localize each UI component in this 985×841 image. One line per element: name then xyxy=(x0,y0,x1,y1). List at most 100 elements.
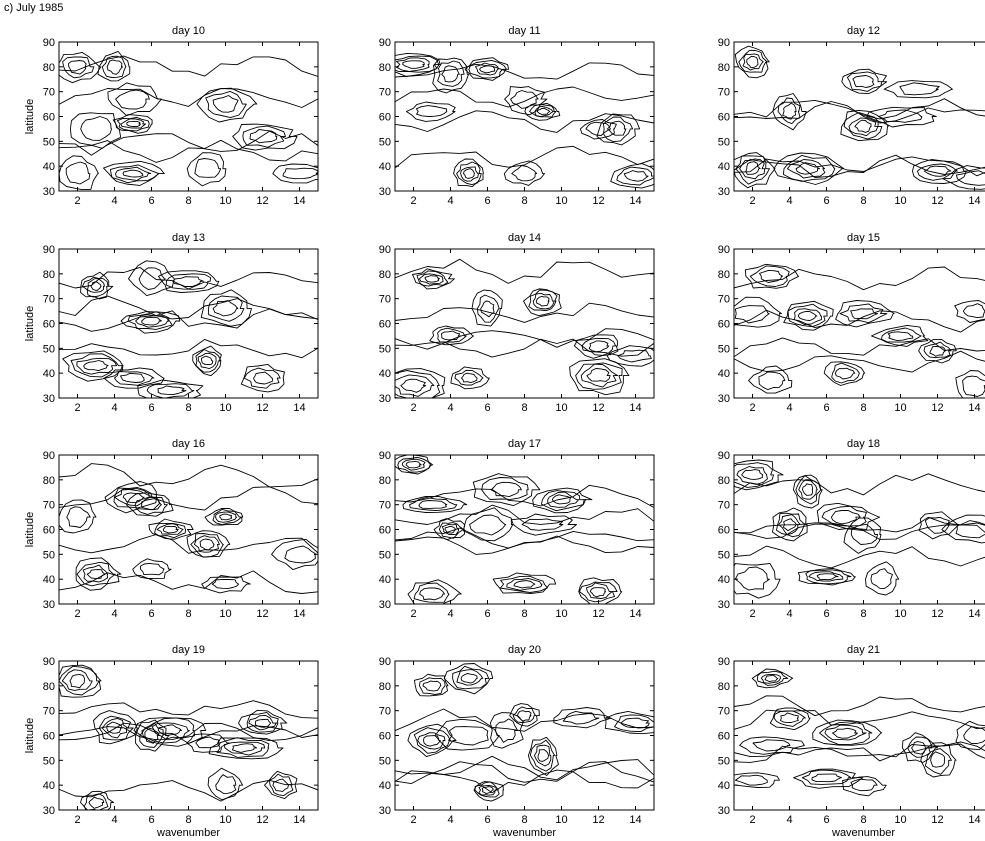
contour-line xyxy=(963,726,985,745)
x-tick-label: 14 xyxy=(968,402,980,414)
contour-line xyxy=(471,289,503,327)
contour-line xyxy=(126,120,141,127)
contour-line xyxy=(506,577,543,591)
contour-line xyxy=(616,166,654,186)
x-tick-label: 14 xyxy=(968,195,980,207)
x-tick-label: 14 xyxy=(968,608,980,620)
contour-line xyxy=(783,300,834,331)
contour-line xyxy=(580,363,619,388)
x-tick-label: 2 xyxy=(74,402,80,414)
contour-line xyxy=(212,508,242,526)
contour-line xyxy=(551,494,571,505)
contour-line xyxy=(819,721,873,745)
contour-line xyxy=(841,68,888,95)
contour-line xyxy=(734,337,985,358)
contour-line xyxy=(132,558,172,579)
contour-line xyxy=(865,561,900,596)
contour-line xyxy=(395,504,654,525)
y-tick-label: 80 xyxy=(718,681,730,693)
contour-line xyxy=(456,161,482,186)
contour-line xyxy=(887,331,914,342)
contour-line xyxy=(744,263,800,289)
x-tick-label: 14 xyxy=(629,608,641,620)
y-tick-label: 80 xyxy=(379,62,391,74)
contour-line xyxy=(249,129,278,144)
contour-line xyxy=(409,497,458,512)
contour-line xyxy=(411,268,455,290)
contour-line xyxy=(395,708,654,732)
contour-line xyxy=(271,538,318,571)
contour-line xyxy=(734,774,768,786)
contour-line xyxy=(821,505,867,527)
contour-line xyxy=(749,265,790,287)
y-tick-label: 70 xyxy=(718,87,730,99)
x-tick-label: 12 xyxy=(931,814,943,826)
contour-lines xyxy=(395,258,654,398)
x-tick-label: 10 xyxy=(555,402,567,414)
contour-line xyxy=(603,116,634,143)
contour-line xyxy=(454,369,484,386)
contour-line xyxy=(472,473,541,507)
contour-line xyxy=(596,113,641,146)
contour-line xyxy=(499,575,548,593)
contour-line xyxy=(137,379,204,398)
y-tick-label: 60 xyxy=(718,525,730,537)
contour-line xyxy=(954,300,985,323)
x-tick-label: 12 xyxy=(931,608,943,620)
contour-line xyxy=(395,258,654,284)
contour-line xyxy=(907,736,933,758)
contour-line xyxy=(219,513,233,521)
contour-line xyxy=(734,296,782,328)
x-tick-label: 2 xyxy=(410,402,416,414)
x-tick-label: 6 xyxy=(484,195,490,207)
x-tick-label: 10 xyxy=(894,814,906,826)
contour-line xyxy=(76,357,118,375)
contour-line xyxy=(604,710,654,735)
contour-line xyxy=(212,95,239,113)
x-tick-label: 10 xyxy=(894,195,906,207)
contour-line xyxy=(223,741,266,756)
contour-line xyxy=(773,152,845,185)
contour-line xyxy=(460,166,479,182)
contour-line xyxy=(59,499,97,534)
y-tick-label: 30 xyxy=(43,805,55,817)
x-tick-label: 6 xyxy=(148,195,154,207)
y-tick-label: 60 xyxy=(379,319,391,331)
contour-line xyxy=(211,578,240,589)
contour-line xyxy=(400,378,427,393)
contour-line xyxy=(81,276,109,298)
contour-line xyxy=(746,55,759,69)
contour-line xyxy=(246,711,279,733)
x-tick-label: 4 xyxy=(447,402,453,414)
contour-line xyxy=(395,57,430,72)
contour-line xyxy=(114,371,155,386)
contour-line xyxy=(107,82,162,117)
contour-line xyxy=(823,361,866,386)
contour-line xyxy=(760,673,781,684)
contour-line xyxy=(190,533,224,558)
y-tick-label: 90 xyxy=(718,244,730,256)
contour-line xyxy=(125,492,174,517)
contour-line xyxy=(197,352,217,370)
contour-line xyxy=(422,680,442,692)
contour-line xyxy=(537,749,550,762)
contour-line xyxy=(418,273,444,285)
x-tick-label: 4 xyxy=(447,195,453,207)
contour-line xyxy=(432,57,469,94)
contour-line xyxy=(418,500,448,509)
contour-line xyxy=(115,166,152,181)
contour-line xyxy=(62,350,124,382)
contour-line xyxy=(201,355,214,366)
contour-line xyxy=(532,487,593,514)
contour-line xyxy=(585,121,612,136)
x-tick-label: 6 xyxy=(148,608,154,620)
panel-day-10: day 10 2 4 6 8 10 12 14 30 40 50 60 70 80 90 latitude xyxy=(24,25,319,207)
contour-line xyxy=(736,466,768,485)
contour-line xyxy=(924,516,950,534)
contour-line xyxy=(401,458,426,471)
contour-line xyxy=(469,514,507,536)
contour-line xyxy=(207,767,244,801)
contour-line xyxy=(481,477,529,500)
contour-line xyxy=(395,145,654,169)
contour-line xyxy=(850,778,878,792)
